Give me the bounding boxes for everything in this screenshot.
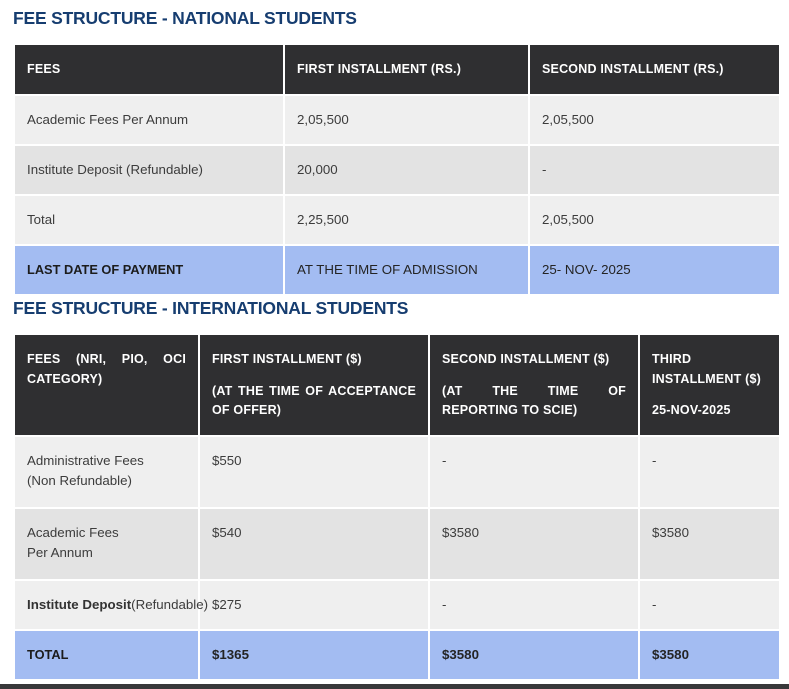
fee-name-line: Institute Deposit	[27, 597, 132, 613]
international-title-prefix: FEE STRUCTURE -	[13, 298, 173, 319]
first-installment-cell: $550	[198, 435, 430, 510]
footer-top-edge	[0, 684, 789, 689]
header-row: FEES (NRI, PIO, OCI CATEGORY) FIRST INST…	[13, 333, 781, 438]
fee-name-line: Academic Fees	[27, 525, 119, 541]
fee-name-cell: Total	[13, 194, 285, 247]
third-installment-cell: $3580	[638, 507, 781, 582]
table-row: Administrative Fees (Non Refundable) $55…	[13, 435, 781, 510]
national-title-prefix: FEE STRUCTURE -	[13, 8, 173, 28]
first-installment-due-cell: AT THE TIME OF ADMISSION	[283, 244, 530, 297]
column-header-fees: FEES	[13, 42, 285, 97]
header-row: FEES FIRST INSTALLMENT (RS.) SECOND INST…	[13, 42, 781, 97]
column-header-line: FIRST INSTALLMENT ($)	[212, 352, 362, 367]
second-installment-total-cell: $3580	[428, 629, 640, 682]
column-header-subline: (AT THE TIME OF REPORTING TO SCIE)	[442, 383, 626, 417]
column-header-second-installment: SECOND INSTALLMENT (RS.)	[528, 42, 781, 97]
total-row: TOTAL $1365 $3580 $3580	[13, 629, 781, 682]
column-header-first-installment: FIRST INSTALLMENT (RS.)	[283, 42, 530, 97]
second-installment-cell: -	[428, 579, 640, 632]
third-installment-total-cell: $3580	[638, 629, 781, 682]
national-fee-table: FEES FIRST INSTALLMENT (RS.) SECOND INST…	[13, 42, 781, 297]
first-installment-cell: $540	[198, 507, 430, 582]
third-installment-cell: -	[638, 435, 781, 510]
first-installment-cell: 2,05,500	[283, 94, 530, 147]
table-row: Institute Deposit(Refundable) $275 - -	[13, 579, 781, 632]
column-header-subline: (AT THE TIME OF ACCEPTANCE OF OFFER)	[212, 383, 416, 417]
national-title-emphasis: NATIONAL STUDENTS	[172, 8, 357, 28]
first-installment-total-cell: $1365	[198, 629, 430, 682]
second-installment-due-cell: 25- NOV- 2025	[528, 244, 781, 297]
fee-name-cell: Academic Fees Per Annum	[13, 507, 200, 582]
fee-name-line: Administrative Fees	[27, 453, 144, 469]
total-label-cell: TOTAL	[13, 629, 200, 682]
national-section-title: FEE STRUCTURE - NATIONAL STUDENTS	[13, 8, 779, 29]
column-header-fees-category: FEES (NRI, PIO, OCI CATEGORY)	[13, 333, 200, 438]
fee-name-cell: Institute Deposit (Refundable)	[13, 144, 285, 197]
second-installment-cell: -	[528, 144, 781, 197]
national-table-body: Academic Fees Per Annum 2,05,500 2,05,50…	[13, 94, 781, 297]
fee-name-cell: Administrative Fees (Non Refundable)	[13, 435, 200, 510]
first-installment-cell: $275	[198, 579, 430, 632]
table-row: Institute Deposit (Refundable) 20,000 -	[13, 144, 781, 197]
table-row: Total 2,25,500 2,05,500	[13, 194, 781, 247]
international-table-body: Administrative Fees (Non Refundable) $55…	[13, 435, 781, 682]
table-row: Academic Fees Per Annum $540 $3580 $3580	[13, 507, 781, 582]
international-section-title: FEE STRUCTURE - INTERNATIONAL STUDENTS	[13, 298, 779, 319]
second-installment-cell: $3580	[428, 507, 640, 582]
last-date-of-payment-row: LAST DATE OF PAYMENT AT THE TIME OF ADMI…	[13, 244, 781, 297]
national-table-header: FEES FIRST INSTALLMENT (RS.) SECOND INST…	[13, 42, 781, 97]
column-header-line: FEES (NRI, PIO, OCI CATEGORY)	[27, 352, 186, 386]
fee-name-line: Per Annum	[27, 545, 93, 561]
column-header-second-installment: SECOND INSTALLMENT ($) (AT THE TIME OF R…	[428, 333, 640, 438]
first-installment-cell: 20,000	[283, 144, 530, 197]
second-installment-cell: -	[428, 435, 640, 510]
column-header-first-installment: FIRST INSTALLMENT ($) (AT THE TIME OF AC…	[198, 333, 430, 438]
second-installment-cell: 2,05,500	[528, 94, 781, 147]
fee-name-cell: Institute Deposit(Refundable)	[13, 579, 208, 632]
last-date-label-cell: LAST DATE OF PAYMENT	[13, 244, 285, 297]
table-row: Academic Fees Per Annum 2,05,500 2,05,50…	[13, 94, 781, 147]
fee-name-line: (Non Refundable)	[27, 473, 132, 489]
international-title-emphasis: INTERNATIONAL STUDENTS	[172, 298, 409, 319]
first-installment-cell: 2,25,500	[283, 194, 530, 247]
column-header-due-date: 25-NOV-2025	[652, 402, 731, 417]
fee-name-cell: Academic Fees Per Annum	[13, 94, 285, 147]
second-installment-cell: 2,05,500	[528, 194, 781, 247]
column-header-line: THIRD INSTALLMENT ($)	[652, 352, 762, 386]
third-installment-cell: -	[638, 579, 781, 632]
column-header-line: SECOND INSTALLMENT ($)	[442, 352, 610, 367]
international-fee-table: FEES (NRI, PIO, OCI CATEGORY) FIRST INST…	[13, 333, 781, 682]
column-header-third-installment: THIRD INSTALLMENT ($) 25-NOV-2025	[638, 333, 781, 438]
fee-name-suffix: (Refundable)	[131, 597, 209, 613]
international-table-header: FEES (NRI, PIO, OCI CATEGORY) FIRST INST…	[13, 333, 781, 438]
